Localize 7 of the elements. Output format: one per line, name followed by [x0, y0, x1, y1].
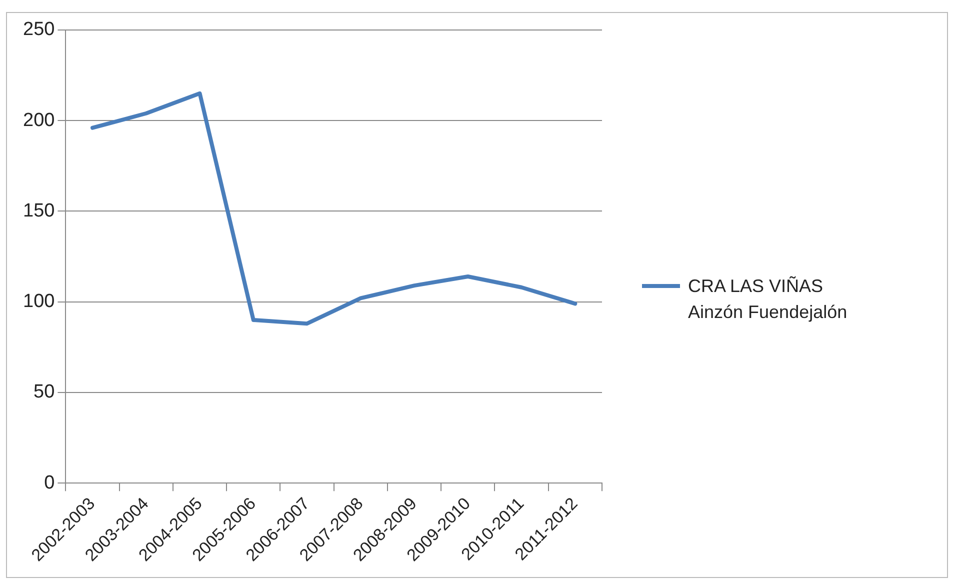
- y-tick-label: 50: [34, 382, 55, 403]
- y-tick-label: 100: [23, 291, 55, 312]
- y-tick-label: 250: [23, 19, 55, 40]
- y-tick-label: 0: [44, 472, 55, 494]
- y-tick-label: 200: [23, 110, 55, 131]
- legend-label: CRA LAS VIÑAS Ainzón Fuendejalón: [688, 275, 848, 324]
- y-tick-label: 150: [23, 200, 55, 222]
